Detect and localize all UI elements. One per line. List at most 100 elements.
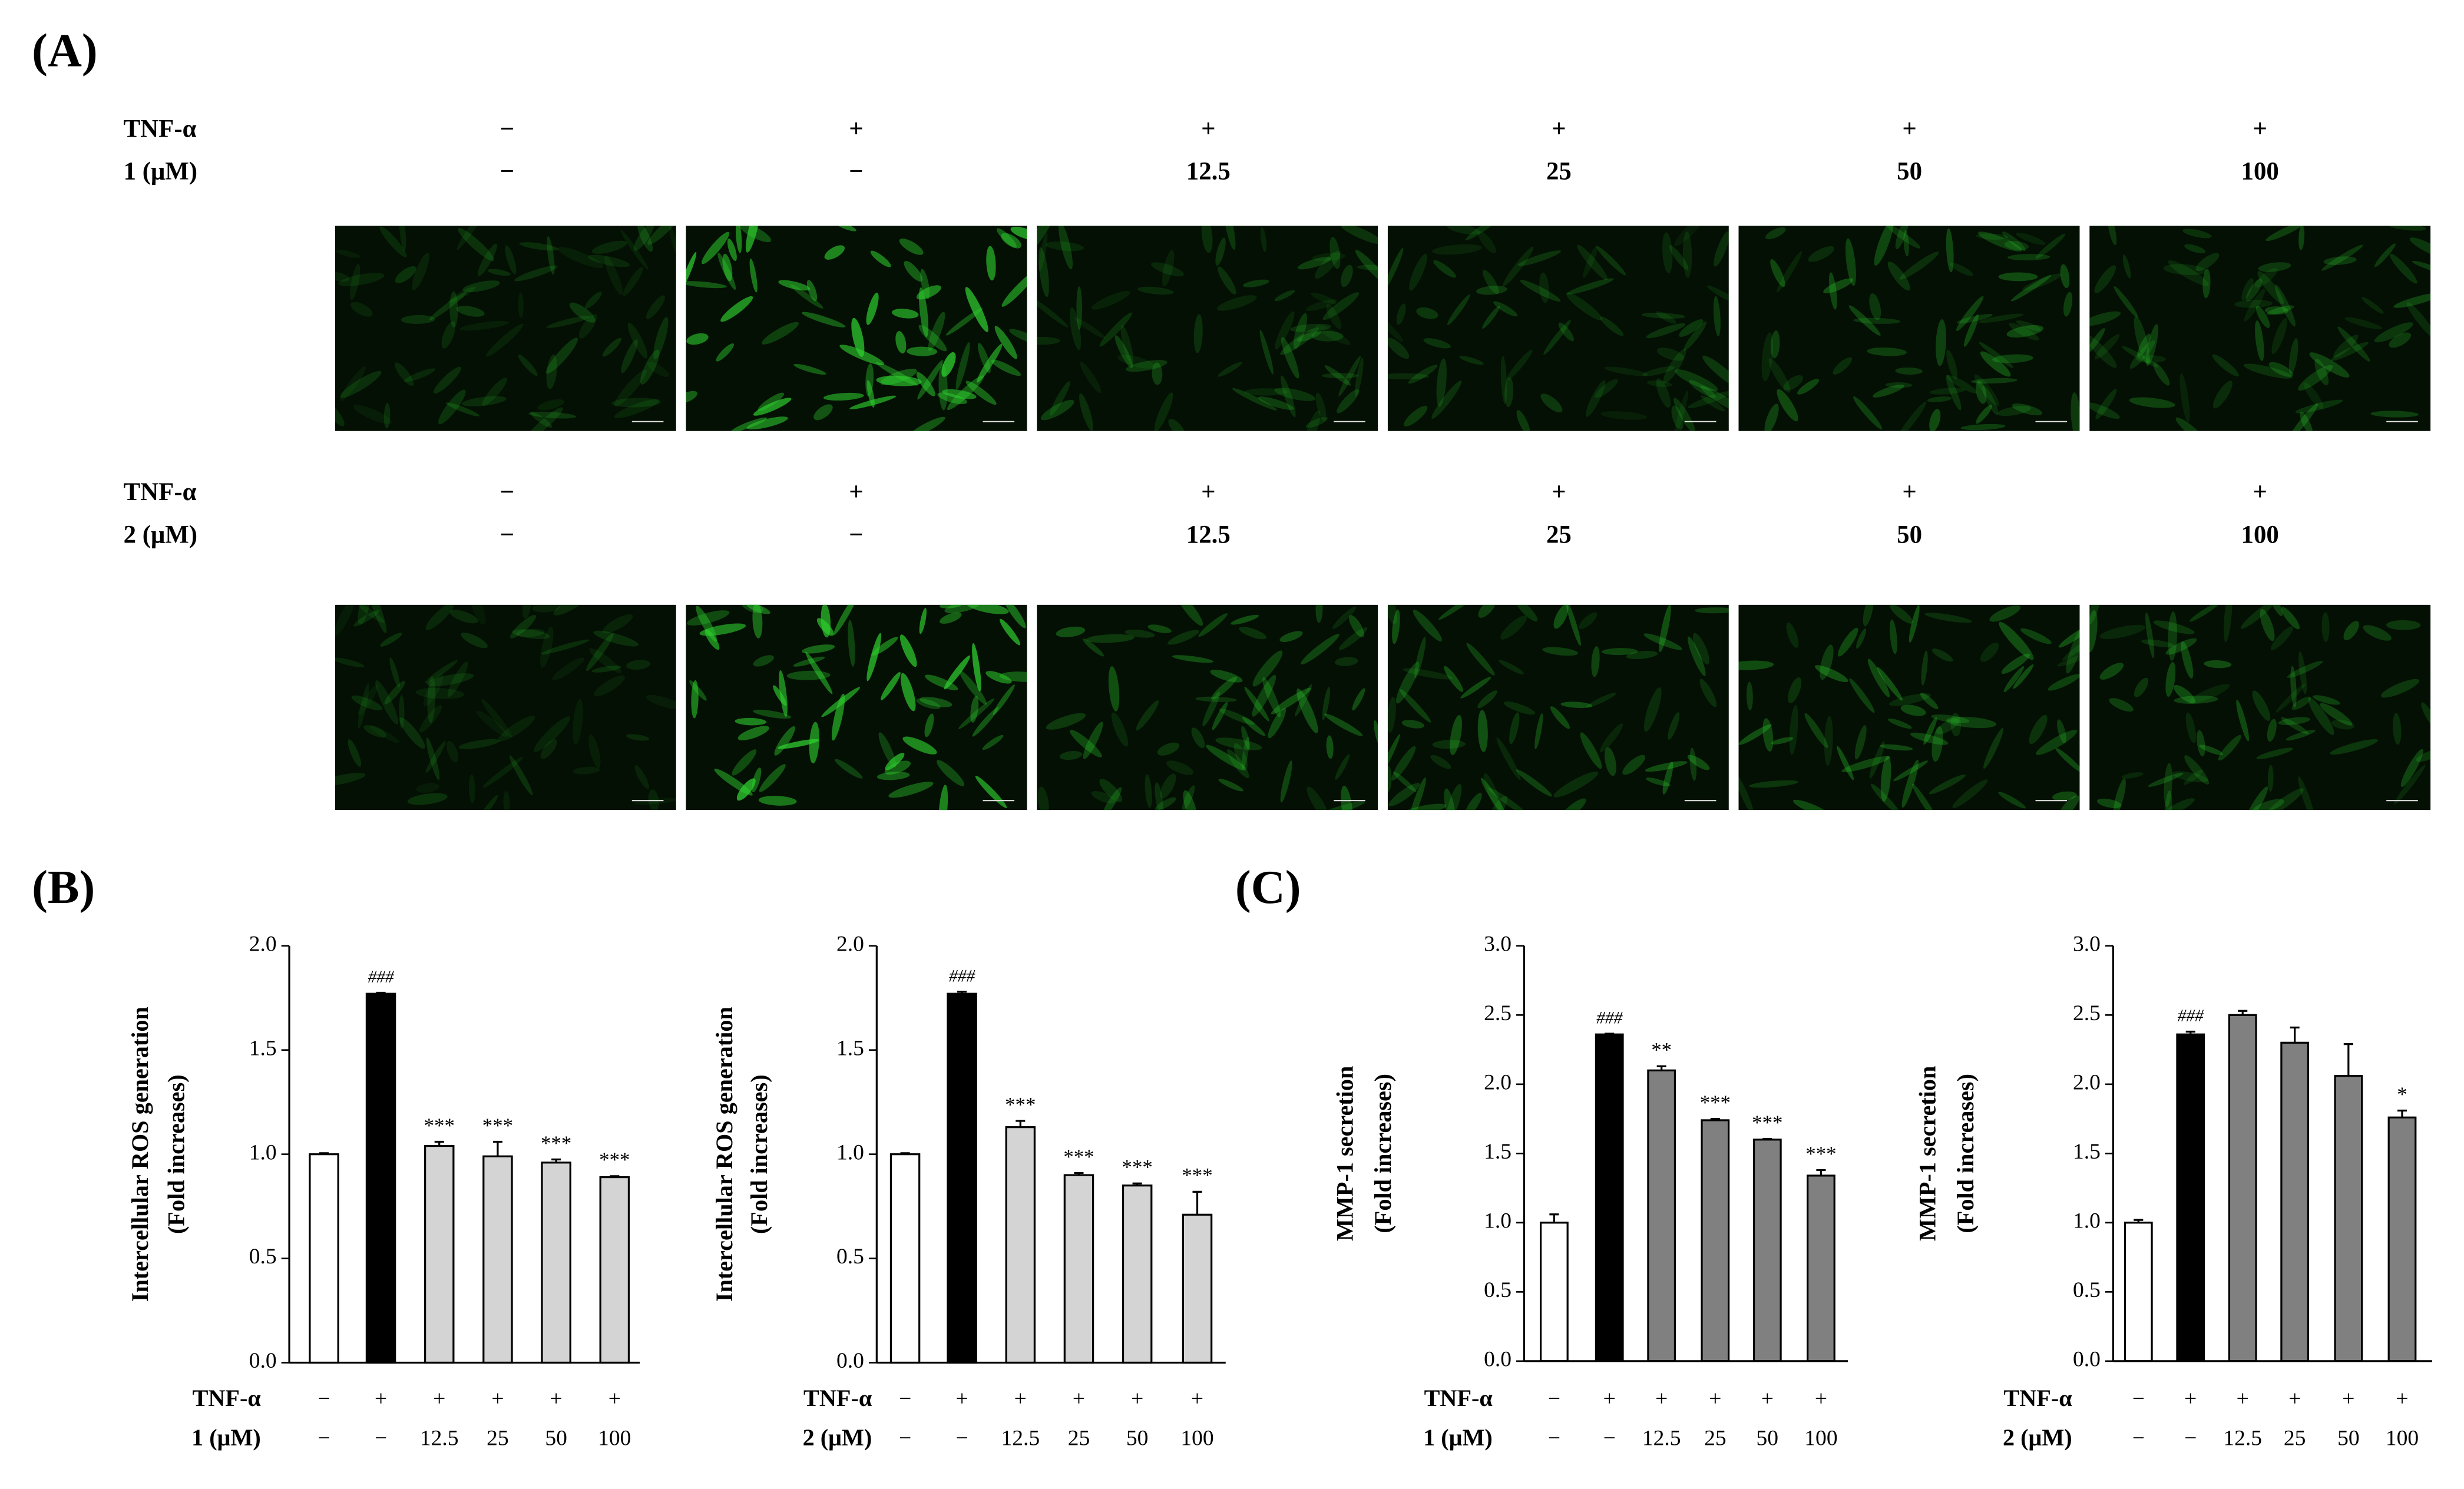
cell [2058,795,2079,810]
cell [1579,612,1598,630]
cell [1823,278,1854,294]
cell [425,604,455,630]
significance-label: *** [1122,1156,1153,1179]
cell [2099,663,2124,680]
treatment-label: 2 (μM) [803,1424,872,1451]
cell [458,227,495,262]
cell [774,726,795,756]
cell [753,655,775,667]
cell [573,699,583,745]
cell [2387,226,2426,231]
cell [2089,402,2120,419]
cell [2165,790,2172,810]
cell [1980,351,2011,377]
cell [1929,775,1966,795]
cell [1553,771,1599,798]
cell [2270,604,2283,617]
cell [476,710,508,737]
cell [1997,405,2032,416]
treatment-value: + [2342,1387,2354,1411]
cell [399,226,406,251]
cell [1046,241,1084,252]
cell [1478,604,1496,618]
cell [1924,613,1972,623]
cell [955,342,970,390]
cell [425,660,458,684]
treatment-value: 12.5 [1642,1427,1681,1451]
cell [1349,615,1364,638]
cell [1699,679,1717,707]
cell [2243,786,2268,810]
cell [545,337,578,374]
cell [532,604,561,613]
cell [1903,230,1909,257]
cell [1241,726,1251,750]
cell [1275,311,1295,350]
micrograph [335,226,676,431]
cell [891,309,919,319]
cell [1974,374,1999,406]
bar [1752,1139,1782,1362]
treatment-label: 1 (μM) [1423,1424,1493,1451]
cell [1099,312,1132,347]
cell [686,281,727,289]
cell [901,673,916,712]
condition-label: 100 [2241,158,2279,186]
cell [509,755,533,796]
cell [777,739,819,749]
cell [958,698,995,729]
cell [997,228,1017,248]
cell [1626,651,1658,660]
cell [1792,799,1831,810]
cell [1387,373,1430,380]
cell [401,315,435,324]
cell [1431,380,1462,419]
treatment-value: − [1548,1427,1560,1451]
cell [510,614,537,638]
cell [2268,362,2293,377]
cell [1070,729,1102,757]
cell [1297,689,1318,733]
cell [940,612,962,624]
cell [1645,777,1671,786]
cell [1820,644,1834,680]
treatment-value: − [899,1387,911,1411]
cell [2281,717,2309,734]
cell [1936,319,1946,366]
cell [1010,226,1027,240]
cell [2153,362,2170,386]
row-label: TNF-α [124,115,197,143]
y-tick-label: 1.5 [1484,1140,1512,1164]
cell [1374,720,1378,746]
y-tick-label: 1.5 [249,1036,277,1060]
cell [2071,392,2080,431]
cell [762,322,799,345]
cell [1436,358,1447,407]
cell [1058,226,1073,270]
cell [1198,613,1228,637]
cell [839,345,884,365]
cell [888,782,934,798]
cell [1927,396,1952,402]
cell [1244,686,1269,722]
cell [1662,232,1673,273]
cell [1936,718,1959,734]
treatment-value: − [1603,1427,1616,1451]
significance-label: ### [368,968,394,987]
cell [2343,621,2359,641]
cell [1137,286,1174,295]
cell [2182,229,2212,239]
cell [802,644,835,654]
cell [611,398,661,408]
treatment-value: + [2184,1387,2197,1411]
cell [1408,365,1438,384]
cell [569,302,596,323]
cell [1191,727,1205,749]
cell [653,317,669,360]
cell [1252,650,1283,687]
cell [375,680,399,724]
significance-label: *** [599,1149,630,1172]
cell [1989,605,2021,622]
cell [530,412,553,428]
